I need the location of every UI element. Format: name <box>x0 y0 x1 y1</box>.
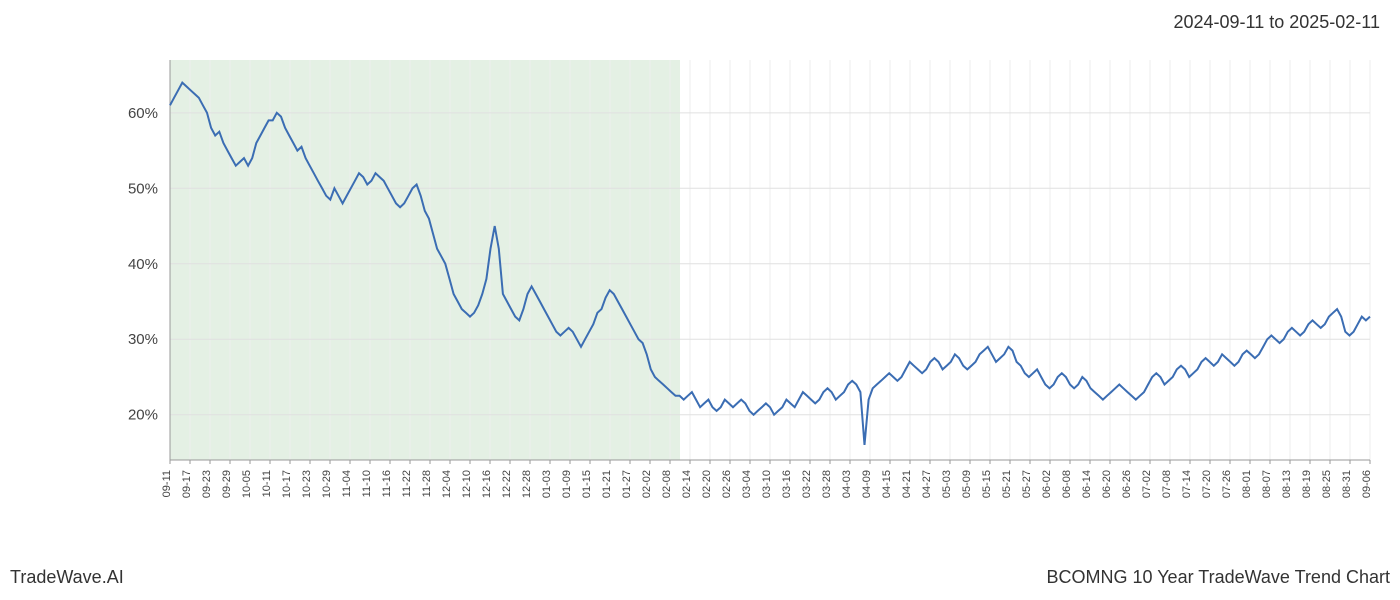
svg-text:05-27: 05-27 <box>1021 470 1033 498</box>
svg-text:04-09: 04-09 <box>861 470 873 498</box>
svg-text:40%: 40% <box>128 256 158 273</box>
svg-text:11-04: 11-04 <box>341 470 353 497</box>
svg-text:05-15: 05-15 <box>981 470 993 498</box>
trend-chart: 20% 30% 40% 50% 60% 09-11 09-17 09-23 09-29 10-05… <box>20 50 1380 540</box>
svg-text:20%: 20% <box>128 407 158 424</box>
svg-text:12-16: 12-16 <box>481 470 493 498</box>
svg-text:01-21: 01-21 <box>601 470 613 498</box>
svg-text:09-23: 09-23 <box>201 470 213 498</box>
svg-text:09-29: 09-29 <box>221 470 233 498</box>
svg-text:07-26: 07-26 <box>1221 470 1233 498</box>
svg-text:11-10: 11-10 <box>361 470 373 497</box>
svg-text:10-17: 10-17 <box>281 470 293 498</box>
svg-text:01-15: 01-15 <box>581 470 593 498</box>
svg-text:08-25: 08-25 <box>1321 470 1333 498</box>
svg-text:06-08: 06-08 <box>1061 470 1073 498</box>
svg-text:12-10: 12-10 <box>461 470 473 498</box>
svg-text:11-22: 11-22 <box>401 470 413 497</box>
svg-text:09-06: 09-06 <box>1361 470 1373 498</box>
svg-text:08-07: 08-07 <box>1261 470 1273 498</box>
svg-text:07-20: 07-20 <box>1201 470 1213 498</box>
svg-text:02-08: 02-08 <box>661 470 673 498</box>
svg-text:10-11: 10-11 <box>261 470 273 497</box>
svg-text:04-27: 04-27 <box>921 470 933 498</box>
svg-text:02-02: 02-02 <box>641 470 653 498</box>
svg-text:30%: 30% <box>128 331 158 348</box>
svg-text:04-15: 04-15 <box>881 470 893 498</box>
svg-text:05-21: 05-21 <box>1001 470 1013 498</box>
svg-text:09-17: 09-17 <box>181 470 193 498</box>
svg-text:08-31: 08-31 <box>1341 470 1353 498</box>
svg-text:04-03: 04-03 <box>841 470 853 498</box>
svg-text:11-16: 11-16 <box>381 470 393 497</box>
chart-svg: 20% 30% 40% 50% 60% 09-11 09-17 09-23 09-29 10-05… <box>20 50 1380 540</box>
svg-text:06-20: 06-20 <box>1101 470 1113 498</box>
svg-text:10-05: 10-05 <box>241 470 253 498</box>
svg-text:02-20: 02-20 <box>701 470 713 498</box>
svg-text:11-28: 11-28 <box>421 470 433 497</box>
chart-title: BCOMNG 10 Year TradeWave Trend Chart <box>1047 567 1391 588</box>
svg-text:07-02: 07-02 <box>1141 470 1153 498</box>
svg-text:60%: 60% <box>128 105 158 122</box>
svg-text:03-10: 03-10 <box>761 470 773 498</box>
svg-text:07-14: 07-14 <box>1181 470 1193 498</box>
svg-text:10-29: 10-29 <box>321 470 333 498</box>
date-range-label: 2024-09-11 to 2025-02-11 <box>1174 12 1381 33</box>
svg-text:05-03: 05-03 <box>941 470 953 498</box>
svg-text:12-22: 12-22 <box>501 470 513 498</box>
svg-text:02-14: 02-14 <box>681 470 693 498</box>
svg-text:08-13: 08-13 <box>1281 470 1293 498</box>
svg-text:50%: 50% <box>128 180 158 197</box>
svg-text:06-14: 06-14 <box>1081 470 1093 498</box>
svg-text:02-26: 02-26 <box>721 470 733 498</box>
svg-text:03-28: 03-28 <box>821 470 833 498</box>
svg-text:03-22: 03-22 <box>801 470 813 498</box>
svg-text:06-26: 06-26 <box>1121 470 1133 498</box>
svg-text:08-01: 08-01 <box>1241 470 1253 498</box>
svg-text:06-02: 06-02 <box>1041 470 1053 498</box>
svg-text:08-19: 08-19 <box>1301 470 1313 498</box>
svg-text:01-09: 01-09 <box>561 470 573 498</box>
svg-text:01-03: 01-03 <box>541 470 553 498</box>
svg-text:03-04: 03-04 <box>741 470 753 498</box>
svg-text:12-28: 12-28 <box>521 470 533 498</box>
svg-text:01-27: 01-27 <box>621 470 633 498</box>
svg-text:03-16: 03-16 <box>781 470 793 498</box>
svg-text:09-11: 09-11 <box>161 470 173 497</box>
brand-label: TradeWave.AI <box>10 567 124 588</box>
svg-text:05-09: 05-09 <box>961 470 973 498</box>
svg-text:07-08: 07-08 <box>1161 470 1173 498</box>
svg-text:12-04: 12-04 <box>441 470 453 498</box>
svg-text:10-23: 10-23 <box>301 470 313 498</box>
svg-text:04-21: 04-21 <box>901 470 913 498</box>
